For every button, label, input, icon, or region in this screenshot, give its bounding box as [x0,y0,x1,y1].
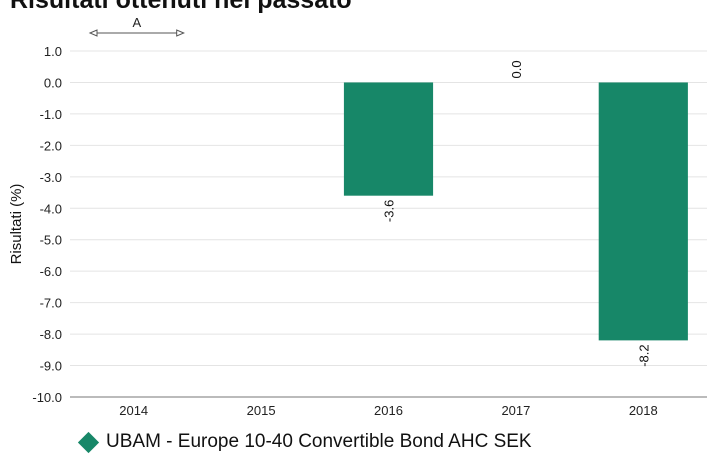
bar [343,82,434,196]
x-tick-label: 2017 [501,403,530,418]
bar [598,82,688,341]
y-tick-label: -3.0 [40,170,62,185]
bar-chart: 1.0 0.0 -1.0 -2.0 -3.0 -4.0 -5.0 -6.0 -7.0 -8.0 -9… [8,15,707,418]
x-tick-label: 2014 [119,403,148,418]
data-label: 0.0 [509,60,524,78]
y-tick-label: -6.0 [40,264,62,279]
x-tick-label: 2018 [629,403,658,418]
chart-title: Risultati ottenuti nel passato [10,0,352,14]
y-tick-label: -2.0 [40,138,62,153]
y-tick-label: -10.0 [32,390,62,405]
x-tick-label: 2015 [247,403,276,418]
annotation-label: A [133,15,142,30]
y-tick-label: 0.0 [44,75,62,90]
y-tick-label: -4.0 [40,201,62,216]
x-tick-label: 2016 [374,403,403,418]
y-axis-title: Risultati (%) [8,184,25,265]
legend-label: UBAM - Europe 10-40 Convertible Bond AHC… [106,431,532,452]
annotation-arrow-right-icon [176,29,185,37]
legend-swatch-icon [77,431,100,453]
legend[interactable]: UBAM - Europe 10-40 Convertible Bond AHC… [77,431,532,453]
y-tick-label: -8.0 [40,327,62,342]
y-tick-label: 1.0 [44,44,62,59]
y-tick-label: -5.0 [40,233,62,248]
data-label: -3.6 [382,200,397,222]
data-label: -8.2 [636,344,651,366]
y-tick-label: -1.0 [40,107,62,122]
annotation-arrow-left-icon [88,29,98,37]
y-tick-label: -7.0 [40,296,62,311]
y-tick-label: -9.0 [40,359,62,374]
